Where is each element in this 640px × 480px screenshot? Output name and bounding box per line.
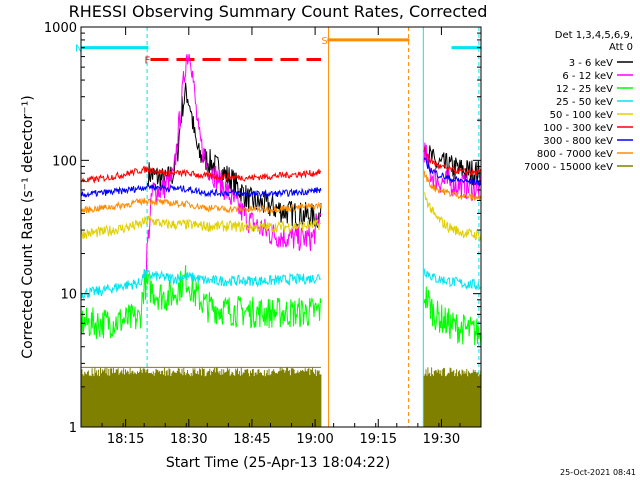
series-line-5-1	[424, 147, 482, 177]
flag-label-f: F	[144, 56, 150, 67]
flag-label-n: N	[75, 44, 82, 55]
chart-title: RHESSI Observing Summary Count Rates, Co…	[69, 2, 488, 21]
series-2	[80, 265, 482, 349]
series-7	[80, 170, 482, 215]
legend-label-5: 100 - 300 keV	[543, 123, 613, 134]
series-line-4-1	[423, 192, 482, 243]
series-line-5-0	[80, 165, 322, 184]
x-tick-label-1: 18:30	[170, 432, 207, 447]
x-tick-label-2: 18:45	[233, 432, 270, 447]
series-line-3-1	[423, 268, 482, 291]
legend-label-7: 800 - 7000 keV	[537, 149, 613, 160]
legend-label-1: 6 - 12 keV	[562, 71, 613, 82]
series-line-7-1	[423, 170, 482, 202]
series-fill-8-0	[80, 367, 322, 427]
legend-label-2: 12 - 25 keV	[556, 84, 613, 95]
series-line-6-1	[423, 157, 482, 187]
series-line-1-0	[145, 53, 322, 273]
legend: Det 1,3,4,5,6,9,Att 0 3 - 6 keV 6 - 12 keV…	[524, 30, 633, 173]
plot-frame	[80, 26, 482, 428]
legend-label-4: 50 - 100 keV	[550, 110, 614, 121]
series-line-7-0	[80, 197, 322, 215]
series-line-3-0	[80, 268, 322, 300]
x-tick-label-3: 19:00	[296, 432, 333, 447]
y-tick-label-2: 100	[52, 154, 77, 169]
y-tick-label-0: 1	[69, 421, 77, 436]
axes: 18:15 18:30 18:45 19:00 19:15 19:30 1 10 100 1000	[44, 21, 482, 447]
flag-label-s: S	[321, 36, 327, 47]
plot-area: N F S	[75, 27, 482, 427]
x-axis-label: Start Time (25-Apr-13 18:04:22)	[166, 455, 390, 471]
y-tick-label-1: 10	[60, 288, 77, 303]
series-3	[80, 268, 482, 300]
series-6	[80, 157, 482, 199]
legend-label-8: 7000 - 15000 keV	[524, 162, 613, 173]
x-tick-label-5: 19:30	[423, 432, 460, 447]
series-8	[80, 366, 482, 427]
y-axis-label: Corrected Count Rate (s⁻¹ detector⁻¹)	[20, 95, 36, 358]
x-tick-label-0: 18:15	[107, 432, 144, 447]
series-5	[80, 147, 482, 184]
series-line-0-0	[147, 82, 322, 228]
legend-label-0: 3 - 6 keV	[569, 58, 613, 69]
legend-label-6: 300 - 800 keV	[543, 136, 613, 147]
series-line-2-1	[423, 286, 482, 349]
series-4	[80, 192, 482, 243]
x-tick-label-4: 19:15	[360, 432, 397, 447]
timestamp-label: 25-Oct-2021 08:41	[560, 468, 636, 477]
series-line-6-0	[80, 182, 322, 199]
legend-header-1: Att 0	[609, 42, 633, 53]
legend-header-0: Det 1,3,4,5,6,9,	[555, 30, 633, 41]
legend-label-3: 25 - 50 keV	[556, 97, 613, 108]
series-fill-8-1	[423, 367, 482, 427]
y-tick-label-3: 1000	[44, 21, 77, 36]
series-line-2-0	[80, 265, 322, 339]
series-line-4-0	[80, 214, 322, 240]
